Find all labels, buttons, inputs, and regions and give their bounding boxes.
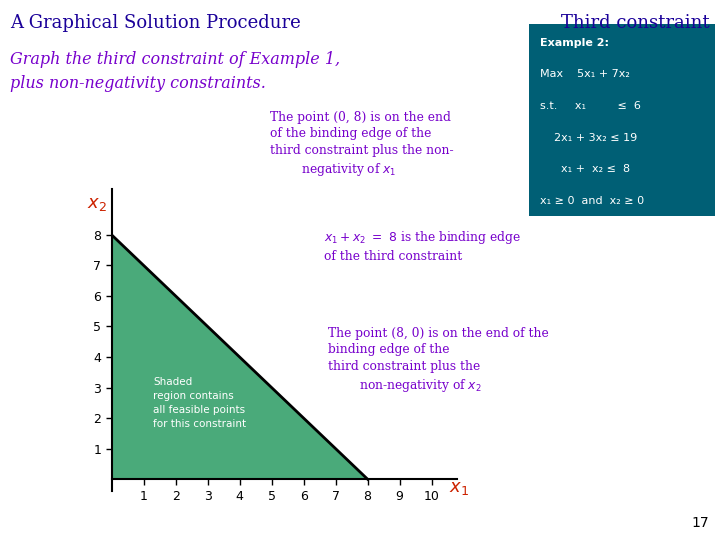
Text: $x_2$: $x_2$ bbox=[87, 195, 107, 213]
Text: $x_1 + x_2\ =\ 8$ is the binding edge
of the third constraint: $x_1 + x_2\ =\ 8$ is the binding edge of… bbox=[324, 230, 521, 263]
Text: x₁ ≥ 0  and  x₂ ≥ 0: x₁ ≥ 0 and x₂ ≥ 0 bbox=[540, 196, 644, 206]
Text: A Graphical Solution Procedure: A Graphical Solution Procedure bbox=[10, 14, 301, 31]
Text: Example 2:: Example 2: bbox=[540, 38, 609, 48]
Text: plus non-negativity constraints.: plus non-negativity constraints. bbox=[10, 75, 266, 91]
Text: Third constraint: Third constraint bbox=[562, 14, 710, 31]
Text: The point (0, 8) is on the end
of the binding edge of the
third constraint plus : The point (0, 8) is on the end of the bi… bbox=[270, 111, 454, 178]
Text: Max    5x₁ + 7x₂: Max 5x₁ + 7x₂ bbox=[540, 69, 630, 79]
Polygon shape bbox=[112, 235, 368, 479]
Text: The point (8, 0) is on the end of the
binding edge of the
third constraint plus : The point (8, 0) is on the end of the bi… bbox=[328, 327, 549, 394]
Text: s.t.     x₁         ≤  6: s.t. x₁ ≤ 6 bbox=[540, 101, 642, 111]
Text: x₁ +  x₂ ≤  8: x₁ + x₂ ≤ 8 bbox=[540, 164, 631, 174]
Text: 17: 17 bbox=[692, 516, 709, 530]
Text: $x_1$: $x_1$ bbox=[449, 479, 469, 497]
Text: Graph the third constraint of Example 1,: Graph the third constraint of Example 1, bbox=[10, 51, 341, 68]
Text: Shaded
region contains
all feasible points
for this constraint: Shaded region contains all feasible poin… bbox=[153, 377, 246, 429]
Text: 2x₁ + 3x₂ ≤ 19: 2x₁ + 3x₂ ≤ 19 bbox=[540, 133, 638, 143]
